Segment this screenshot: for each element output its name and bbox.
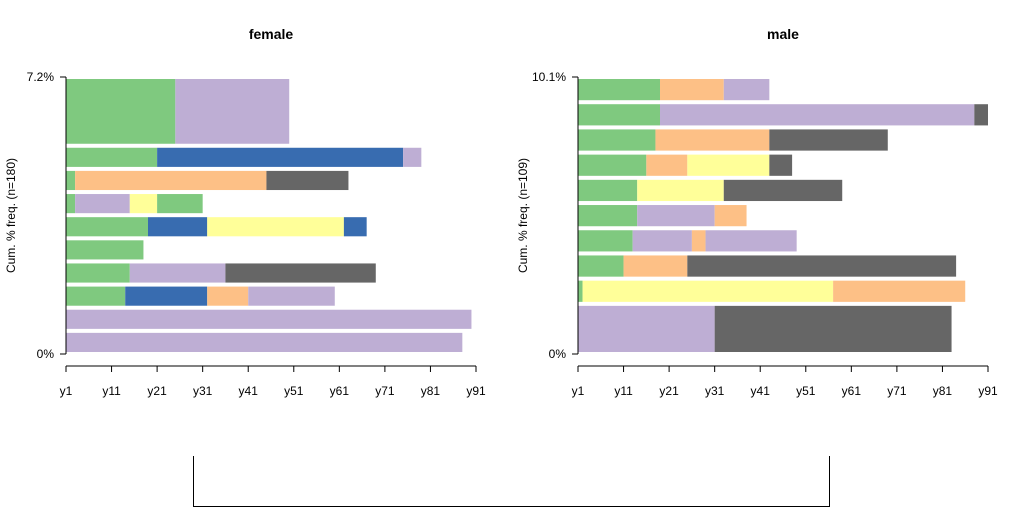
sequence-segment-yellow: [687, 154, 770, 176]
sequence-segment-orange: [655, 129, 770, 151]
sequence-segment-purple: [632, 230, 692, 252]
sequence-segment-purple: [578, 305, 715, 352]
sequence-segment-green: [578, 154, 647, 176]
sequence-segment-yellow: [207, 217, 344, 237]
sequence-segment-blue: [343, 217, 367, 237]
x-tick-label: y1: [60, 384, 73, 398]
sequence-segment-grey: [266, 170, 349, 191]
sequence-segment-grey: [687, 255, 957, 277]
y-tick-label: 0%: [549, 347, 567, 361]
panel-title-female: female: [249, 26, 294, 42]
sequence-segment-orange: [691, 230, 706, 252]
legend-frame: [193, 456, 830, 507]
panel-title-male: male: [767, 26, 799, 42]
sequence-segment-green: [66, 240, 144, 260]
sequence-segment-purple: [248, 286, 335, 306]
sequence-segment-orange: [714, 205, 747, 227]
sequence-segment-green: [66, 263, 130, 283]
x-tick-label: y51: [284, 384, 304, 398]
sequence-segment-purple: [660, 104, 975, 126]
x-tick-label: y11: [102, 384, 121, 398]
sequence-segment-green: [66, 147, 158, 167]
sequence-segment-green: [578, 104, 660, 126]
y-tick-label: 0%: [37, 347, 55, 361]
sequence-segment-grey: [723, 179, 843, 202]
x-tick-label: y1: [572, 384, 585, 398]
sequence-segment-orange: [646, 154, 688, 176]
sequence-segment-purple: [66, 309, 472, 329]
sequence-segment-orange: [660, 79, 724, 101]
x-tick-label: y81: [421, 384, 441, 398]
sequence-segment-yellow: [637, 179, 724, 202]
x-tick-label: y31: [705, 384, 725, 398]
sequence-segment-orange: [623, 255, 688, 277]
sequence-segment-yellow: [129, 194, 158, 214]
sequence-segment-green: [578, 179, 638, 202]
sequence-segment-purple: [75, 194, 130, 214]
sequence-segment-purple: [129, 263, 226, 283]
x-tick-label: y61: [330, 384, 350, 398]
x-tick-label: y91: [978, 384, 998, 398]
sequence-segment-green: [66, 194, 76, 214]
x-tick-label: y71: [375, 384, 395, 398]
x-tick-label: y91: [466, 384, 486, 398]
sequence-segment-purple: [403, 147, 422, 167]
y-tick-label: 10.1%: [532, 70, 566, 84]
sequence-segment-green: [578, 255, 624, 277]
x-tick-label: y21: [147, 384, 167, 398]
sequence-segment-green: [157, 194, 203, 214]
sequence-segment-green: [578, 205, 638, 227]
sequence-segment-purple: [637, 205, 715, 227]
sequence-segment-green: [66, 170, 76, 191]
sequence-segment-orange: [833, 280, 966, 302]
sequence-segment-grey: [225, 263, 376, 283]
y-axis-label: Cum. % freq. (n=109): [516, 158, 530, 273]
sequence-segment-purple: [175, 79, 290, 144]
sequence-segment-yellow: [582, 280, 834, 302]
y-tick-label: 7.2%: [27, 70, 55, 84]
sequence-segment-green: [578, 230, 633, 252]
sequence-segment-green: [578, 129, 656, 151]
sequence-segment-green: [66, 286, 126, 306]
y-axis-label: Cum. % freq. (n=180): [4, 158, 18, 273]
sequence-segment-blue: [148, 217, 208, 237]
sequence-segment-orange: [75, 170, 267, 191]
sequence-segment-grey: [974, 104, 988, 126]
sequence-segment-green: [578, 280, 583, 302]
sequence-segment-grey: [769, 154, 793, 176]
x-tick-label: y81: [933, 384, 953, 398]
sequence-segment-grey: [769, 129, 888, 151]
sequence-segment-green: [578, 79, 660, 101]
x-tick-label: y21: [659, 384, 679, 398]
sequence-segment-blue: [125, 286, 208, 306]
x-tick-label: y41: [239, 384, 259, 398]
sequence-segment-green: [66, 217, 148, 237]
x-tick-label: y71: [887, 384, 907, 398]
sequence-segment-purple: [66, 332, 463, 352]
x-tick-label: y31: [193, 384, 213, 398]
x-tick-label: y11: [614, 384, 633, 398]
x-tick-label: y61: [842, 384, 862, 398]
x-tick-label: y51: [796, 384, 816, 398]
sequence-segment-purple: [723, 79, 770, 101]
sequence-segment-purple: [705, 230, 797, 252]
x-tick-label: y41: [751, 384, 771, 398]
sequence-segment-blue: [157, 147, 404, 167]
sequence-segment-orange: [207, 286, 249, 306]
sequence-segment-grey: [714, 305, 952, 352]
sequence-segment-green: [66, 79, 176, 144]
